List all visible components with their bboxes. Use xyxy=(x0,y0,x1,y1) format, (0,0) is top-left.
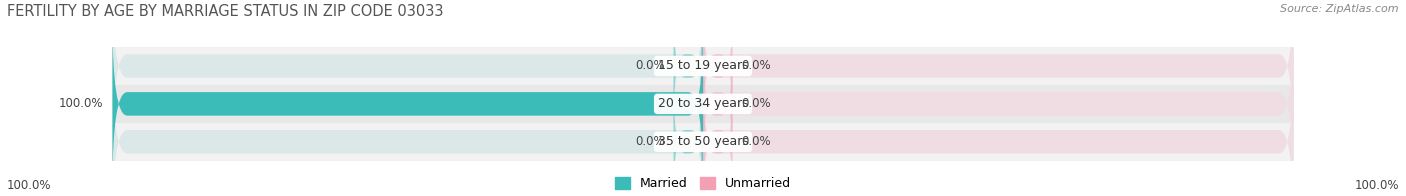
Text: 0.0%: 0.0% xyxy=(636,135,665,148)
Text: 100.0%: 100.0% xyxy=(1354,179,1399,192)
Bar xyxy=(112,85,1294,123)
FancyBboxPatch shape xyxy=(112,21,703,187)
Text: 0.0%: 0.0% xyxy=(636,60,665,73)
Bar xyxy=(112,47,1294,85)
Text: 0.0%: 0.0% xyxy=(741,97,770,110)
FancyBboxPatch shape xyxy=(703,0,1294,149)
FancyBboxPatch shape xyxy=(703,40,733,168)
Text: Source: ZipAtlas.com: Source: ZipAtlas.com xyxy=(1281,4,1399,14)
FancyBboxPatch shape xyxy=(112,21,703,187)
FancyBboxPatch shape xyxy=(703,59,1294,196)
Text: 20 to 34 years: 20 to 34 years xyxy=(658,97,748,110)
Text: 100.0%: 100.0% xyxy=(59,97,104,110)
FancyBboxPatch shape xyxy=(703,21,1294,187)
Text: 100.0%: 100.0% xyxy=(7,179,52,192)
FancyBboxPatch shape xyxy=(673,78,703,196)
FancyBboxPatch shape xyxy=(703,2,733,130)
FancyBboxPatch shape xyxy=(673,2,703,130)
FancyBboxPatch shape xyxy=(112,0,703,149)
Text: FERTILITY BY AGE BY MARRIAGE STATUS IN ZIP CODE 03033: FERTILITY BY AGE BY MARRIAGE STATUS IN Z… xyxy=(7,4,443,19)
Text: 15 to 19 years: 15 to 19 years xyxy=(658,60,748,73)
Text: 0.0%: 0.0% xyxy=(741,135,770,148)
FancyBboxPatch shape xyxy=(703,78,733,196)
Bar xyxy=(112,123,1294,161)
Text: 0.0%: 0.0% xyxy=(741,60,770,73)
FancyBboxPatch shape xyxy=(112,59,703,196)
Text: 35 to 50 years: 35 to 50 years xyxy=(658,135,748,148)
Legend: Married, Unmarried: Married, Unmarried xyxy=(614,177,792,190)
